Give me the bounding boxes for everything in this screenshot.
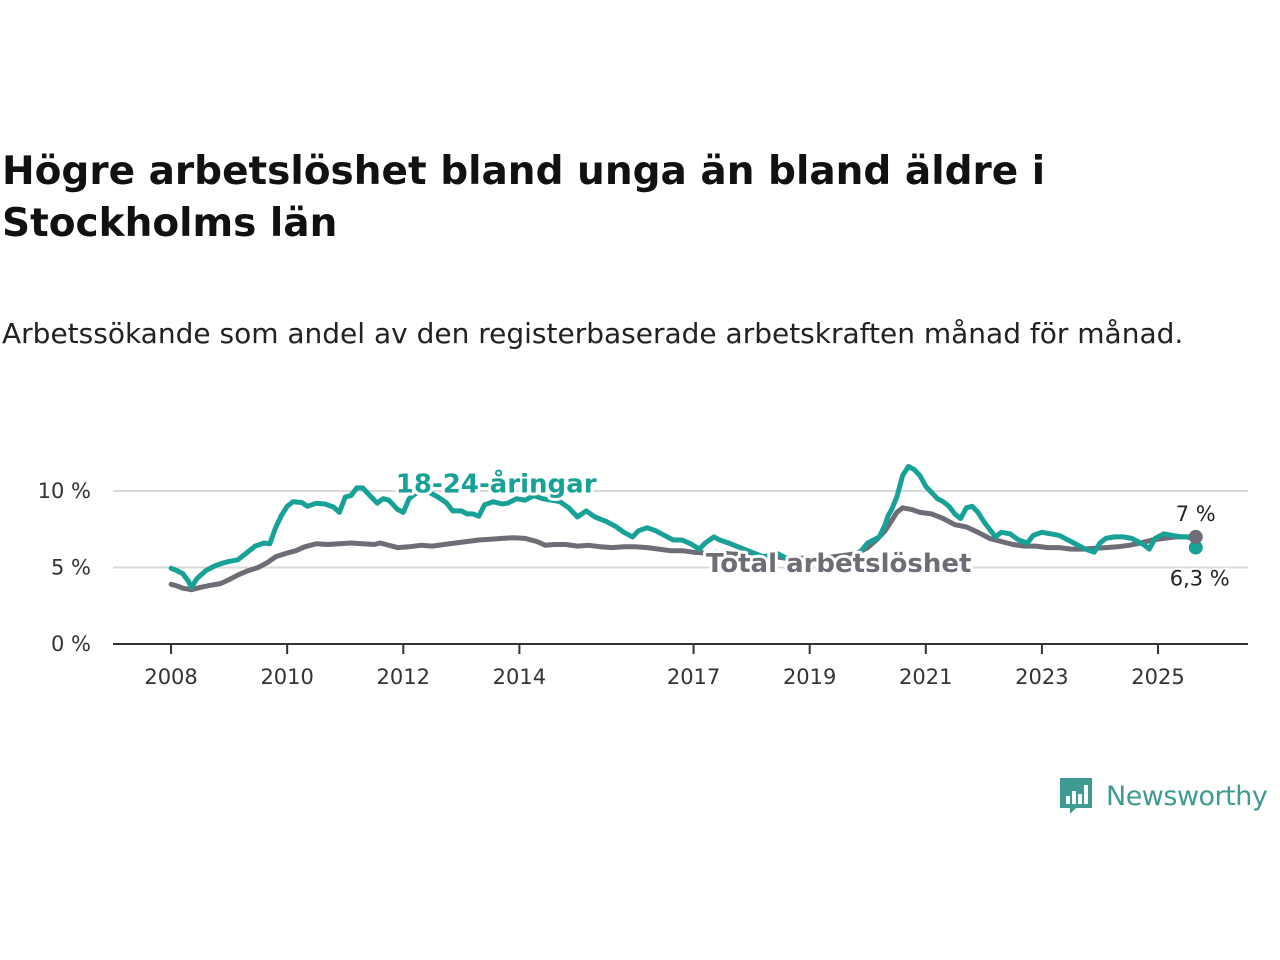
x-tick-label: 2010 bbox=[260, 665, 313, 689]
x-tick-label: 2008 bbox=[144, 665, 197, 689]
end-value-total: 7 % bbox=[1176, 502, 1216, 526]
end-marker-total bbox=[1188, 529, 1203, 544]
series-label-total: Total arbetslöshet bbox=[706, 549, 971, 579]
end-marker-youth bbox=[1188, 540, 1203, 555]
chart-title: Högre arbetslöshet bland unga än bland ä… bbox=[2, 149, 1046, 246]
gridlines bbox=[113, 490, 1248, 569]
x-tick-label: 2017 bbox=[667, 665, 720, 689]
end-value-youth: 6,3 % bbox=[1170, 567, 1230, 591]
y-tick-label: 10 % bbox=[38, 479, 91, 503]
x-tick-label: 2025 bbox=[1131, 665, 1184, 689]
y-tick-label: 0 % bbox=[51, 632, 91, 656]
series-lines bbox=[168, 464, 1203, 593]
y-tick-label: 5 % bbox=[51, 556, 91, 580]
x-tick-label: 2012 bbox=[377, 665, 430, 689]
line-chart: 0 % 5 % 10 % 2008 2010 2012 2014 2017 2019 2021 20… bbox=[38, 464, 1248, 689]
x-tick-label: 2014 bbox=[493, 665, 546, 689]
x-tick-label: 2023 bbox=[1015, 665, 1068, 689]
brand-name: Newsworthy bbox=[1106, 780, 1268, 812]
newsworthy-logo: Newsworthy bbox=[1058, 772, 1268, 820]
x-tick-label: 2019 bbox=[783, 665, 836, 689]
bar-chart-speech-bubble-icon bbox=[1060, 778, 1092, 814]
x-tick-label: 2021 bbox=[899, 665, 952, 689]
chart-subtitle: Arbetssökande som andel av den registerb… bbox=[2, 317, 1184, 350]
axes: 0 % 5 % 10 % 2008 2010 2012 2014 2017 2019 2021 20… bbox=[38, 479, 1248, 689]
chart-labels: 18-24-åringar Total arbetslöshet 7 % 6,3 % bbox=[393, 464, 1232, 592]
series-line-total bbox=[168, 505, 1199, 593]
series-label-youth: 18-24-åringar bbox=[396, 467, 597, 499]
series-line-youth bbox=[168, 464, 1199, 590]
